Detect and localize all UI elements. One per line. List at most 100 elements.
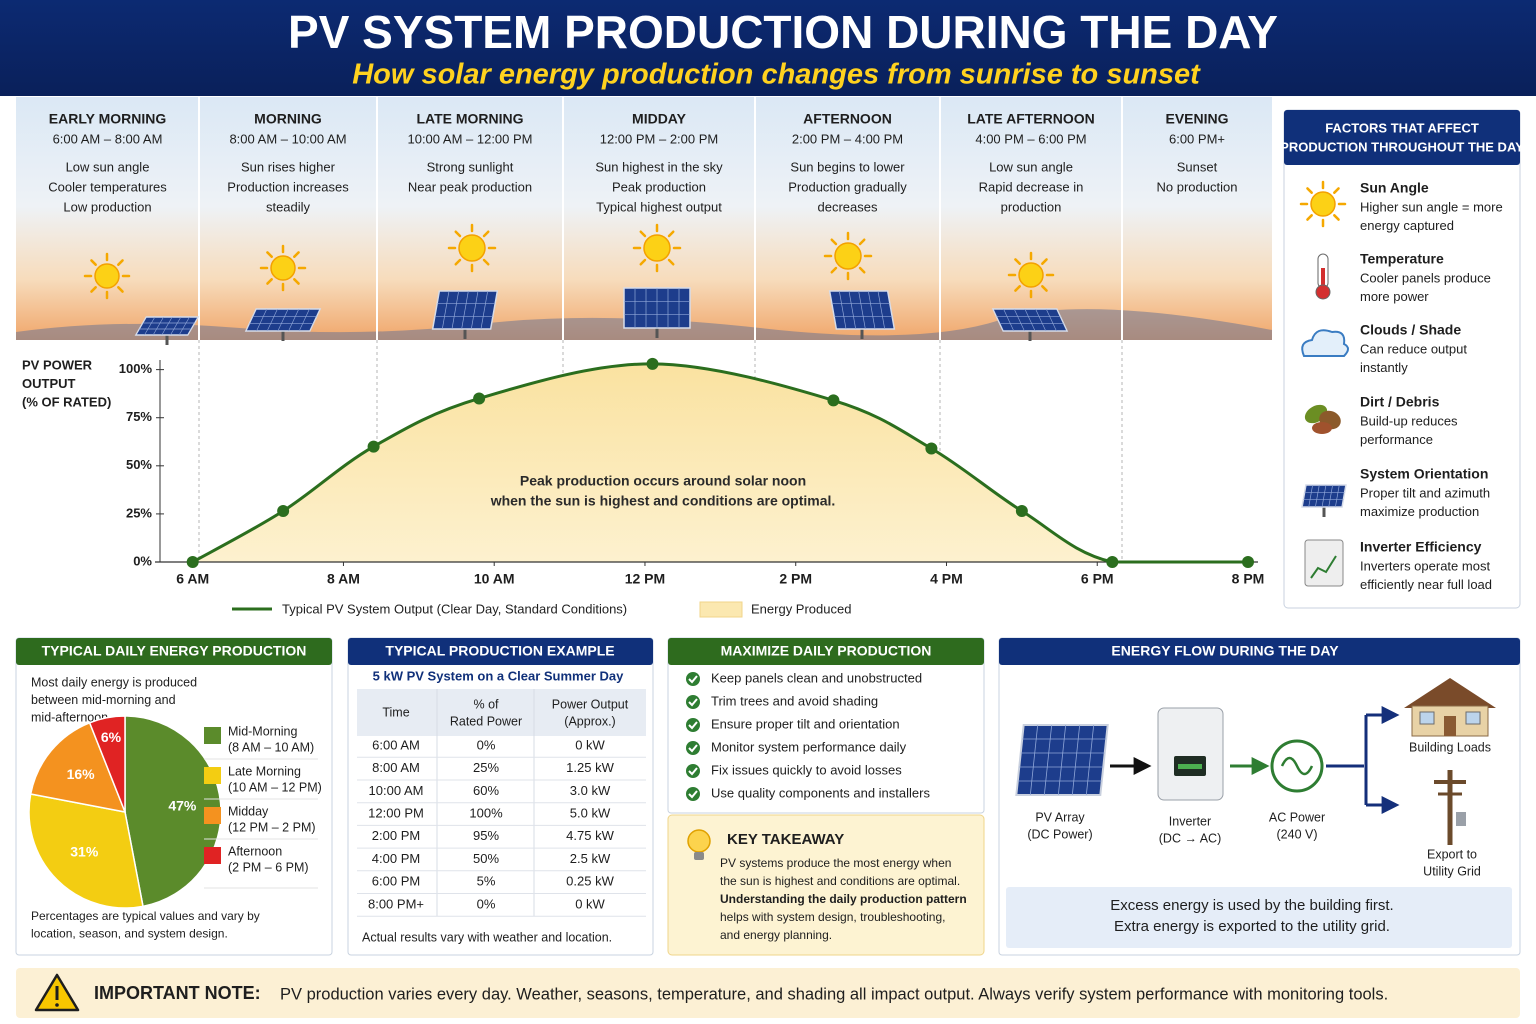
panel-cell-line <box>461 291 469 329</box>
table-header: Rated Power <box>450 714 522 728</box>
sun-ray <box>639 258 647 266</box>
panel-cell-line <box>1057 725 1067 795</box>
x-tick-label: 6 AM <box>176 571 209 587</box>
table-header: (Approx.) <box>564 714 615 728</box>
table-cell: 0 kW <box>575 737 605 752</box>
pie-value-label: 16% <box>67 766 96 782</box>
bulb-icon <box>687 829 711 853</box>
inverter-display-bar <box>1178 764 1202 769</box>
period-description: production <box>1001 199 1062 214</box>
sun <box>458 234 486 262</box>
sun-ray <box>90 259 97 266</box>
legend-label: Mid-Morning <box>228 724 298 738</box>
takeaway-text: Understanding the daily production patte… <box>720 892 967 906</box>
panel-cell-line <box>1003 309 1015 331</box>
period-description: Low production <box>63 199 151 214</box>
note-label: IMPORTANT NOTE: <box>94 983 261 1003</box>
pie-description: mid-afternoon. <box>31 710 112 724</box>
table-cell: 60% <box>473 783 499 798</box>
takeaway-title: KEY TAKEAWAY <box>727 831 844 848</box>
x-tick-label: 12 PM <box>625 571 665 587</box>
sun-ray <box>639 230 647 238</box>
panel-cell-line <box>480 291 489 329</box>
flow-summary: Excess energy is used by the building fi… <box>1110 897 1393 914</box>
inverter-graph <box>1310 555 1337 579</box>
sun-ray <box>858 238 866 246</box>
panel-cell-line <box>877 291 886 329</box>
takeaway-text: PV systems produce the most energy when <box>720 856 951 870</box>
y-axis-title: PV POWER <box>22 357 93 372</box>
ac-wave <box>1280 756 1314 776</box>
legend-range: (12 PM – 2 PM) <box>228 820 316 834</box>
period-description: Cooler temperatures <box>48 179 167 194</box>
pie-value-label: 31% <box>70 843 99 859</box>
sun-ray <box>117 259 124 266</box>
table-cell: 2.5 kW <box>570 851 611 866</box>
check-icon <box>686 718 700 732</box>
sun <box>1310 191 1336 217</box>
daily-energy-box-header <box>16 638 332 665</box>
panel-cell-line <box>867 291 876 329</box>
sun-ray <box>117 286 124 293</box>
legend-swatch <box>204 847 221 864</box>
bulb-base <box>694 852 704 860</box>
table-header: % of <box>473 697 499 711</box>
sun-ray <box>293 251 300 258</box>
panel-cell-line <box>170 317 182 335</box>
sun-ray <box>1306 187 1313 194</box>
pie-note: Percentages are typical values and vary … <box>31 909 260 923</box>
house-window <box>1419 711 1435 725</box>
y-tick-label: 75% <box>126 409 152 424</box>
flow-node-label: Inverter <box>1169 814 1211 828</box>
period-time: 6:00 AM – 8:00 AM <box>53 131 163 146</box>
check-mark <box>688 675 698 684</box>
y-axis-title: (% OF RATED) <box>22 394 111 409</box>
y-axis-title: OUTPUT <box>22 376 76 391</box>
legend-range: (2 PM – 6 PM) <box>228 860 309 874</box>
data-point <box>186 556 199 568</box>
thermometer-bulb <box>1315 284 1331 300</box>
pie-slice <box>124 715 222 908</box>
page-subtitle: How solar energy production changes from… <box>352 59 1201 91</box>
period-description: Peak production <box>612 179 706 194</box>
leaf-icon <box>1312 422 1332 434</box>
sun-ray <box>1041 285 1048 292</box>
legend-range: (8 AM – 10 AM) <box>228 740 314 754</box>
factors-title: PRODUCTION THROUGHOUT THE DAY <box>1280 139 1524 154</box>
solar-panel <box>991 308 1069 332</box>
table-cell: 0.25 kW <box>566 874 614 889</box>
maximize-title: MAXIMIZE DAILY PRODUCTION <box>721 643 932 659</box>
flow-node-label: Building Loads <box>1409 740 1491 754</box>
table-cell: 1.25 kW <box>566 760 614 775</box>
period-description: Sun rises higher <box>241 159 336 174</box>
solar-panel <box>134 316 200 336</box>
data-point <box>1015 505 1028 518</box>
sun <box>94 263 120 289</box>
takeaway-box <box>667 814 985 956</box>
panel-cell-line <box>277 309 289 331</box>
period-time: 4:00 PM – 6:00 PM <box>975 131 1086 146</box>
panel-cell-line <box>858 291 866 329</box>
maximize-item: Trim trees and avoid shading <box>711 693 878 708</box>
sun-ray <box>90 286 97 293</box>
data-point <box>277 505 290 518</box>
period-time: 6:00 PM+ <box>1169 131 1225 146</box>
check-mark <box>688 767 698 776</box>
y-tick-label: 50% <box>126 457 152 472</box>
pv-array <box>1015 724 1109 796</box>
maximize-item: Monitor system performance daily <box>711 739 907 754</box>
period-name: MIDDAY <box>632 111 687 127</box>
period-name: EARLY MORNING <box>49 111 167 127</box>
check-mark <box>688 790 698 799</box>
flow-node-label: Export to <box>1427 847 1477 861</box>
maximize-box-header <box>668 638 984 665</box>
maximize-item: Keep panels clean and unobstructed <box>711 670 922 685</box>
factor-name: Sun Angle <box>1360 180 1429 196</box>
sun-ray <box>667 230 675 238</box>
check-icon <box>686 741 700 755</box>
factor-name: System Orientation <box>1360 466 1488 482</box>
table-header: Power Output <box>552 697 629 711</box>
table-cell: 12:00 PM <box>368 806 424 821</box>
table-cell: 4.75 kW <box>566 828 614 843</box>
